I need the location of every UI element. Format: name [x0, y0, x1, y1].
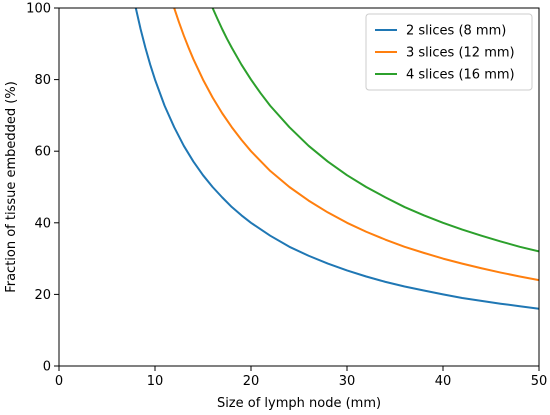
- x-axis-label: Size of lymph node (mm): [217, 396, 381, 411]
- y-tick-label: 40: [34, 216, 51, 231]
- axes: 0 10 20 30 40 50 0 20 40 60 80 100: [26, 2, 547, 390]
- series-line-2: [173, 8, 539, 282]
- legend-box: [365, 13, 533, 91]
- y-tick-label: 60: [34, 145, 51, 160]
- series-line-1: [134, 8, 539, 310]
- legend-label-1: 2 slices (8 mm): [406, 24, 506, 39]
- y-tick-label: 100: [26, 2, 51, 17]
- x-tick-label: 20: [243, 374, 260, 389]
- series-line-3: [211, 8, 539, 253]
- legend-label-2: 3 slices (12 mm): [406, 46, 515, 61]
- x-tick-label: 40: [435, 374, 452, 389]
- plot-area-frame: [58, 7, 540, 367]
- legend-label-3: 4 slices (16 mm): [406, 68, 515, 83]
- y-tick-label: 80: [34, 73, 51, 88]
- y-tick-label: 0: [43, 360, 51, 375]
- y-tick-label: 20: [34, 288, 51, 303]
- series-layer: [134, 8, 539, 310]
- legend: 2 slices (8 mm) 3 slices (12 mm) 4 slices …: [365, 13, 533, 91]
- x-tick-label: 0: [55, 374, 63, 389]
- x-tick-label: 50: [531, 374, 548, 389]
- x-tick-label: 10: [147, 374, 164, 389]
- x-tick-label: 30: [339, 374, 356, 389]
- y-axis-label: Fraction of tissue embedded (%): [4, 81, 19, 293]
